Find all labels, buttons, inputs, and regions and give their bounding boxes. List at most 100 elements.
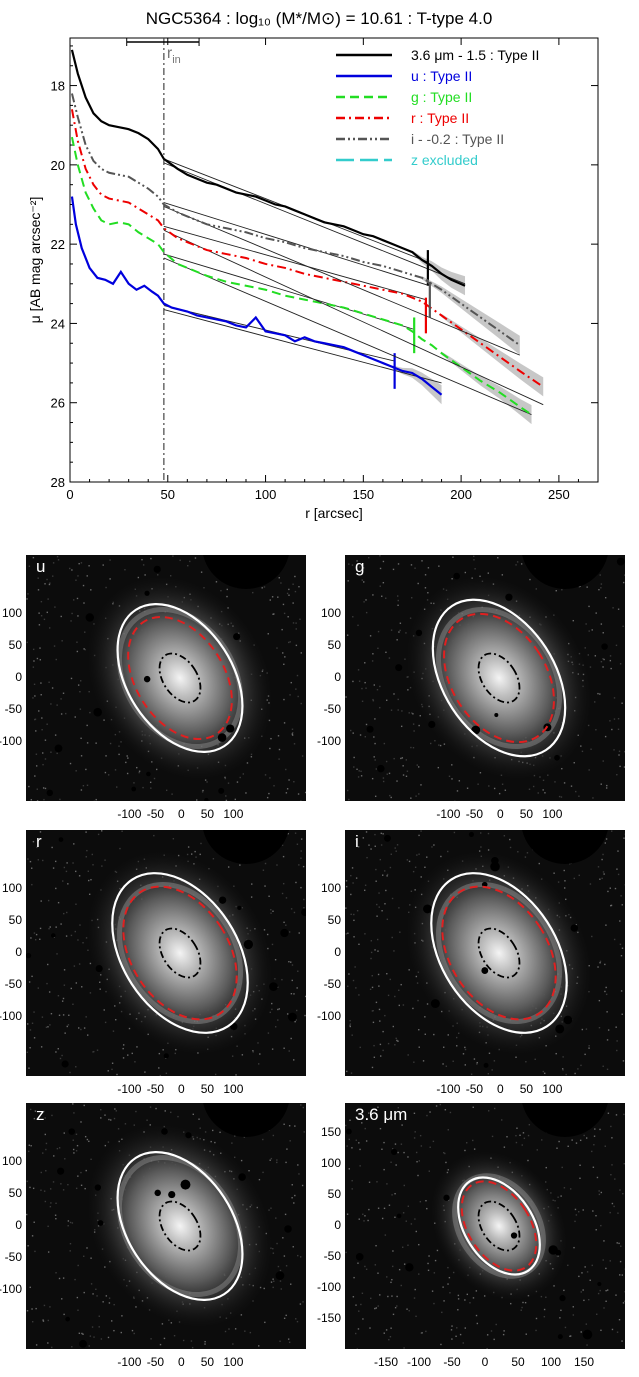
noise-speck bbox=[529, 578, 531, 581]
noise-speck bbox=[272, 1252, 275, 1254]
panel-y-tick-label: 0 bbox=[334, 1218, 341, 1232]
noise-speck bbox=[285, 924, 287, 926]
noise-speck bbox=[383, 742, 386, 745]
noise-speck bbox=[436, 1249, 439, 1252]
masked-source bbox=[430, 999, 440, 1009]
noise-speck bbox=[353, 1276, 355, 1279]
noise-speck bbox=[357, 669, 360, 671]
masked-source bbox=[390, 1148, 398, 1156]
panel-x-tick-label: 0 bbox=[497, 807, 504, 821]
noise-speck bbox=[305, 995, 306, 998]
noise-speck bbox=[57, 901, 60, 904]
noise-speck bbox=[71, 1222, 74, 1224]
noise-speck bbox=[365, 1140, 368, 1142]
noise-speck bbox=[38, 624, 41, 626]
noise-speck bbox=[477, 783, 479, 785]
noise-speck bbox=[490, 1330, 493, 1332]
noise-speck bbox=[363, 601, 365, 603]
noise-speck bbox=[269, 777, 271, 779]
noise-speck bbox=[41, 567, 44, 569]
noise-speck bbox=[299, 618, 301, 620]
noise-speck bbox=[85, 831, 87, 833]
noise-speck bbox=[408, 969, 410, 971]
noise-speck bbox=[414, 1288, 416, 1291]
noise-speck bbox=[605, 1289, 607, 1292]
noise-speck bbox=[613, 749, 615, 751]
noise-speck bbox=[266, 796, 269, 799]
noise-speck bbox=[351, 1179, 353, 1182]
noise-speck bbox=[588, 605, 590, 608]
noise-speck bbox=[374, 845, 376, 847]
noise-speck bbox=[200, 571, 203, 573]
noise-speck bbox=[57, 1048, 59, 1050]
noise-speck bbox=[397, 1107, 400, 1109]
panel-x-tick-label: 50 bbox=[200, 1355, 215, 1369]
masked-source bbox=[563, 1015, 573, 1025]
noise-speck bbox=[622, 1192, 624, 1195]
panel-y-tick-label: 100 bbox=[1, 1154, 22, 1168]
noise-speck bbox=[515, 564, 517, 566]
noise-speck bbox=[360, 770, 362, 773]
noise-speck bbox=[275, 1217, 277, 1219]
noise-speck bbox=[352, 882, 354, 884]
noise-speck bbox=[57, 995, 60, 997]
noise-speck bbox=[588, 1045, 590, 1047]
noise-speck bbox=[573, 762, 575, 764]
noise-speck bbox=[36, 788, 38, 790]
noise-speck bbox=[76, 641, 78, 643]
noise-speck bbox=[520, 563, 523, 565]
noise-speck bbox=[434, 1259, 437, 1262]
noise-speck bbox=[558, 1140, 560, 1143]
noise-speck bbox=[521, 1306, 523, 1309]
noise-speck bbox=[199, 1127, 201, 1129]
noise-speck bbox=[596, 1176, 599, 1179]
noise-speck bbox=[133, 1124, 135, 1126]
noise-speck bbox=[262, 1138, 264, 1141]
noise-speck bbox=[564, 880, 566, 882]
noise-speck bbox=[561, 589, 563, 591]
noise-speck bbox=[418, 834, 420, 837]
noise-speck bbox=[369, 988, 372, 990]
noise-speck bbox=[561, 767, 563, 770]
noise-speck bbox=[293, 781, 295, 783]
noise-speck bbox=[420, 830, 422, 832]
noise-speck bbox=[360, 775, 363, 777]
noise-speck bbox=[595, 729, 597, 731]
noise-speck bbox=[271, 1048, 274, 1050]
noise-speck bbox=[417, 582, 419, 585]
noise-speck bbox=[377, 973, 380, 976]
series-fit-line bbox=[163, 202, 430, 287]
noise-speck bbox=[413, 1061, 415, 1063]
noise-speck bbox=[345, 1124, 347, 1127]
noise-speck bbox=[49, 582, 51, 584]
noise-speck bbox=[379, 555, 381, 557]
inner-ellipse bbox=[477, 1200, 521, 1252]
masked-source bbox=[85, 613, 94, 622]
noise-speck bbox=[67, 1225, 69, 1227]
noise-speck bbox=[377, 950, 379, 952]
noise-speck bbox=[277, 596, 279, 598]
noise-speck bbox=[35, 753, 38, 755]
noise-speck bbox=[591, 629, 593, 631]
panel-x-tick-label: -50 bbox=[465, 1082, 484, 1096]
noise-speck bbox=[487, 1073, 490, 1075]
noise-speck bbox=[50, 703, 52, 705]
noise-speck bbox=[597, 966, 599, 968]
noise-speck bbox=[278, 748, 281, 751]
noise-speck bbox=[396, 844, 399, 846]
noise-speck bbox=[114, 1108, 116, 1110]
noise-speck bbox=[63, 1132, 65, 1134]
noise-speck bbox=[301, 755, 304, 757]
noise-speck bbox=[192, 1113, 194, 1116]
masked-source bbox=[384, 834, 391, 842]
noise-speck bbox=[77, 615, 79, 617]
noise-speck bbox=[619, 920, 621, 922]
noise-speck bbox=[70, 934, 73, 937]
noise-speck bbox=[74, 930, 76, 933]
noise-speck bbox=[359, 734, 362, 736]
noise-speck bbox=[38, 710, 40, 712]
noise-speck bbox=[407, 1244, 409, 1246]
noise-speck bbox=[378, 985, 380, 987]
noise-speck bbox=[96, 1295, 98, 1297]
noise-speck bbox=[515, 1141, 518, 1144]
